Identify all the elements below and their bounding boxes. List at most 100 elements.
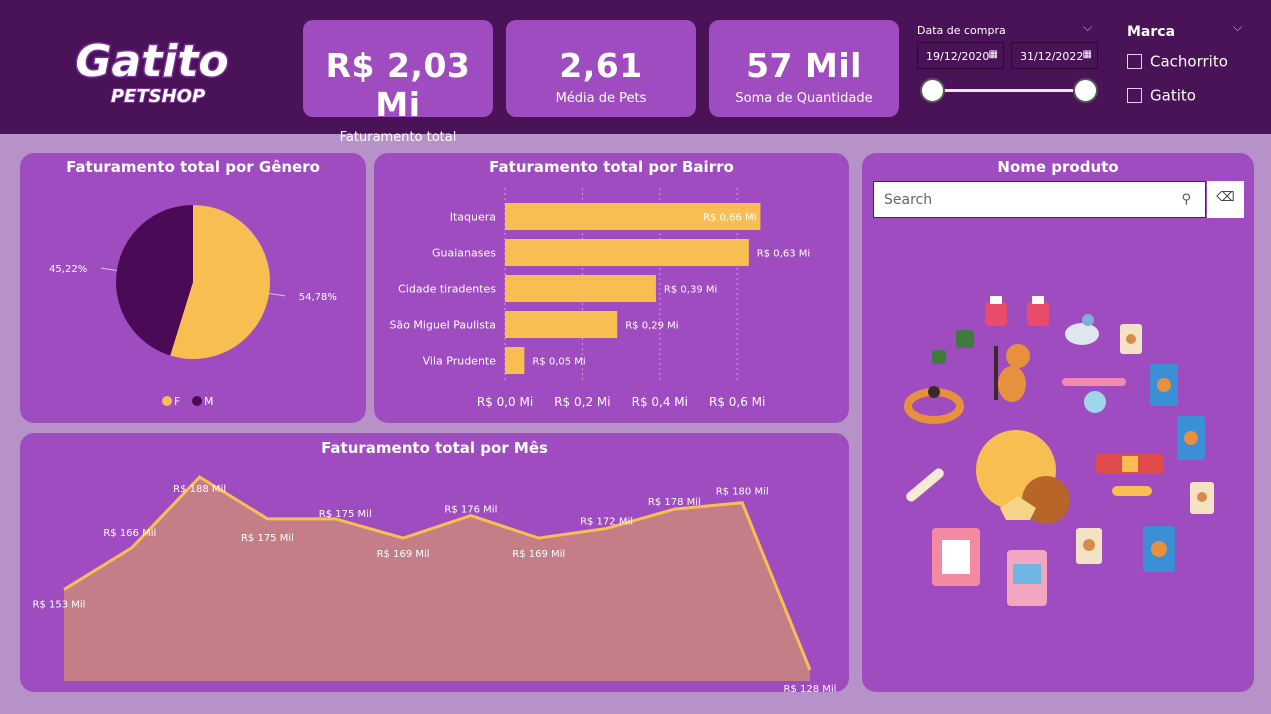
bar-chart-title: Faturamento total por Bairro: [489, 158, 734, 176]
bar-data-label: R$ 0,05 Mi: [532, 357, 585, 368]
dog-collar-icon: [904, 386, 964, 424]
area-fill: [64, 477, 810, 681]
pie-slice-M: [115, 205, 193, 356]
area-data-label: R$ 188 Mil: [173, 484, 226, 495]
date-range-start-handle[interactable]: [920, 78, 945, 103]
pet-food-bag-icon: [932, 528, 980, 586]
bar-chart: R$ 0,0 Mi R$ 0,2 Mi R$ 0,4 Mi R$ 0,6 Mi Itaq…: [389, 188, 810, 409]
checkbox[interactable]: [1127, 88, 1142, 103]
pet-coat-icon: [985, 296, 1007, 326]
brand-option-cachorrito[interactable]: Cachorrito: [1127, 52, 1228, 71]
date-slicer-chevron-down-icon[interactable]: ⌵: [1083, 20, 1093, 34]
date-end-input[interactable]: 31/12/2022 ▦: [1011, 42, 1098, 69]
pie-data-label: 54,78%: [299, 292, 337, 303]
area-data-label: R$ 180 Mil: [716, 487, 769, 498]
kpi-value: 57 Mil: [746, 46, 862, 85]
bar-data-label: R$ 0,66 Mi: [703, 213, 756, 224]
kpi-label: Faturamento total: [339, 130, 457, 145]
bar-guaianases: [505, 239, 749, 266]
pet-collar-tag-icon: [1062, 378, 1126, 413]
area-data-label: R$ 169 Mil: [377, 549, 430, 560]
search-input[interactable]: Search ⚲: [873, 181, 1206, 218]
eraser-icon[interactable]: ⌫: [1207, 181, 1244, 218]
pet-food-bag-icon: [1076, 528, 1102, 564]
kpi-label: Média de Pets: [555, 91, 647, 106]
legend-marker: [162, 396, 172, 406]
date-start-input[interactable]: 19/12/2020 ▦: [917, 42, 1004, 69]
checkbox[interactable]: [1127, 54, 1142, 69]
brand-slicer-title: Marca: [1127, 24, 1176, 40]
bar-são-miguel-paulista: [505, 311, 618, 338]
pie-slice-F: [170, 205, 270, 359]
search-icon[interactable]: ⚲: [1181, 192, 1191, 207]
bar-data-label: R$ 0,63 Mi: [757, 249, 810, 260]
kpi-faturamento-total: R$ 2,03 Mi Faturamento total: [303, 20, 493, 145]
pet-food-bag-icon: [1150, 364, 1178, 406]
pet-food-bag-icon: [1143, 526, 1175, 572]
area-chart: R$ 153 Mil R$ 166 Mil R$ 188 Mil R$ 175 Mil…: [33, 475, 837, 692]
pet-tag-icon: [956, 330, 974, 348]
kpi-soma-quantidade: 57 Mil Soma de Quantidade: [709, 20, 899, 117]
area-data-label: R$ 176 Mil: [444, 505, 497, 516]
date-range-slider-track[interactable]: [932, 89, 1085, 92]
date-range-end-handle[interactable]: [1073, 78, 1098, 103]
svg-text:Gatito: Gatito: [75, 36, 228, 87]
brand-option-gatito[interactable]: Gatito: [1127, 86, 1196, 105]
area-data-label: R$ 175 Mil: [241, 533, 294, 544]
search-placeholder: Search: [884, 192, 933, 208]
kpi-value: R$ 2,03 Mi: [325, 46, 471, 124]
bar-itaquera: [505, 203, 761, 230]
area-data-label: R$ 169 Mil: [512, 549, 565, 560]
bar-category-label: Vila Prudente: [423, 355, 497, 368]
date-slicer-title: Data de compra: [917, 24, 1006, 37]
bone-icon: [906, 468, 944, 502]
pet-food-bag-icon: [1177, 416, 1205, 460]
pet-food-can-icon: [1007, 550, 1047, 606]
bar-category-label: São Miguel Paulista: [389, 319, 496, 332]
bar-xtick-label: R$ 0,2 Mi: [554, 395, 610, 409]
dog-icon: [994, 344, 1030, 402]
pet-food-bag-icon: [1120, 324, 1142, 354]
pet-tag-icon: [932, 350, 946, 364]
bar-data-label: R$ 0,29 Mi: [625, 321, 678, 332]
bar-xtick-label: R$ 0,4 Mi: [632, 395, 688, 409]
calendar-icon[interactable]: ▦: [988, 49, 998, 60]
date-end-value: 31/12/2022: [1020, 50, 1084, 63]
legend-marker: [192, 396, 202, 406]
bone-icon: [1112, 486, 1152, 496]
pie-data-label: 45,22%: [49, 264, 87, 275]
pet-coat-icon: [1027, 296, 1049, 326]
calendar-icon[interactable]: ▦: [1082, 49, 1092, 60]
kpi-media-pets: 2,61 Média de Pets: [506, 20, 696, 117]
area-data-label: R$ 153 Mil: [33, 600, 86, 611]
svg-text:PETSHOP: PETSHOP: [111, 86, 205, 107]
pie-chart-title: Faturamento total por Gênero: [66, 158, 320, 176]
date-start-value: 19/12/2020: [926, 50, 990, 63]
product-slicer-title: Nome produto: [997, 158, 1119, 176]
pet-collar-icon: [1096, 454, 1164, 474]
bar-xtick-label: R$ 0,6 Mi: [709, 395, 765, 409]
pie-chart: 54,78% 45,22% F M: [49, 205, 337, 408]
kpi-label: Soma de Quantidade: [735, 91, 873, 106]
area-data-label: R$ 128 Mil: [784, 684, 837, 692]
bar-category-label: Itaquera: [450, 211, 496, 224]
brand-slicer-chevron-down-icon[interactable]: ⌵: [1233, 20, 1243, 34]
bar-cidade-tiradentes: [505, 275, 656, 302]
bar-category-label: Guaianases: [432, 247, 496, 260]
bar-category-label: Cidade tiradentes: [398, 283, 496, 296]
pie-leader-line: [269, 293, 286, 297]
area-data-label: R$ 166 Mil: [103, 528, 156, 539]
bar-xtick-label: R$ 0,0 Mi: [477, 395, 533, 409]
bar-data-label: R$ 0,39 Mi: [664, 285, 717, 296]
bar-vila-prudente: [505, 347, 525, 374]
legend-label: M: [204, 395, 214, 408]
area-data-label: R$ 178 Mil: [648, 497, 701, 508]
toy-mouse-icon: [1065, 314, 1099, 345]
gatito-petshop-logo: Gatito PETSHOP: [74, 35, 230, 109]
pet-products-illustration: [904, 296, 1214, 606]
kpi-value: 2,61: [559, 46, 643, 85]
pie-leader-line: [100, 267, 117, 271]
pet-bowl-icon: [1000, 496, 1036, 520]
area-data-label: R$ 172 Mil: [580, 516, 633, 527]
area-series-line: [63, 475, 812, 671]
